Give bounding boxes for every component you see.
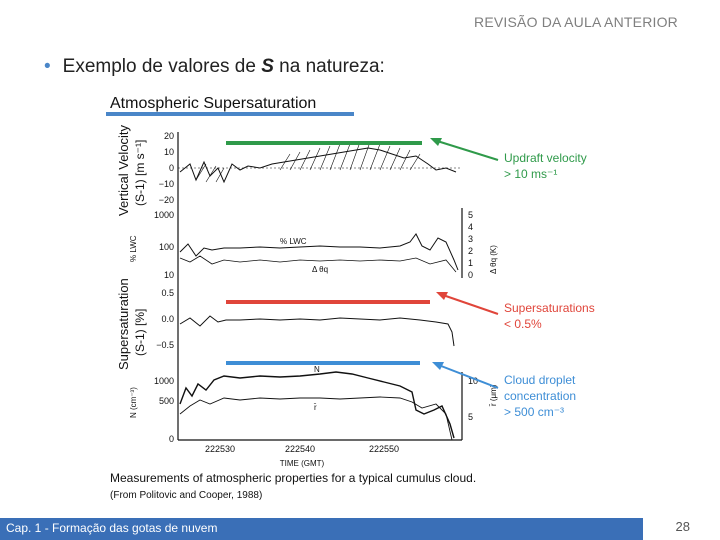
panel4-ylabel-left: N (cm⁻³) — [129, 387, 138, 418]
panel4-n-label: N — [314, 365, 320, 374]
panel1-tick: 10 — [164, 147, 174, 157]
panel2-dtheta-trace — [179, 255, 457, 273]
panel2-ticks-left: 1000 100 10 — [154, 210, 174, 280]
annotation-updraft: Updraft velocity > 10 ms⁻¹ — [430, 138, 587, 181]
panel3-ticks: 0.5 0.0 −0.5 — [156, 288, 174, 350]
panel4-tick-right: 10 — [468, 376, 478, 386]
droplet-arrowhead-icon — [432, 362, 444, 370]
slide-header: REVISÃO DA AULA ANTERIOR — [474, 14, 678, 30]
updraft-text-1: Updraft velocity — [504, 151, 587, 165]
bullet-prefix: Exemplo de valores de — [62, 56, 262, 77]
supersat-arrow — [439, 293, 499, 315]
panel1-tick: 0 — [169, 163, 174, 173]
updraft-text-2: > 10 ms⁻¹ — [504, 167, 557, 181]
x-tick: 222540 — [285, 444, 315, 454]
panel2-dtheta-label: Δ θq — [312, 265, 328, 274]
panel2-lwc-trace — [179, 233, 459, 271]
panel2-ticks-right: 5 4 3 2 1 0 — [468, 210, 473, 280]
page-number: 28 — [675, 519, 690, 534]
annotation-supersaturation: Supersaturations < 0.5% — [436, 292, 595, 331]
panel1-ylabel-b: (S-1) [m s⁻¹] — [133, 140, 147, 206]
panel2-tick-right: 4 — [468, 222, 473, 232]
panel3-supersat-trace — [179, 315, 455, 347]
panel1-tick: −10 — [159, 179, 174, 189]
panel2-ylabel-left: % LWC — [129, 235, 138, 262]
panel2-tick-right: 5 — [468, 210, 473, 220]
panel1-tick: −20 — [159, 195, 174, 205]
panel2-tick: 100 — [159, 242, 174, 252]
panel2-lwc-label: % LWC — [280, 237, 307, 246]
annotation-droplet: Cloud droplet concentration > 500 cm⁻³ — [432, 362, 576, 419]
panel3-tick: 0.5 — [161, 288, 174, 298]
panel2-tick-right: 3 — [468, 234, 473, 244]
panel2-tick-right: 2 — [468, 246, 473, 256]
panel4-r-trace — [179, 396, 453, 441]
x-tick: 222550 — [369, 444, 399, 454]
panel2-ylabel-right: Δ θq (K) — [489, 245, 498, 274]
panel2-tick-right: 1 — [468, 258, 473, 268]
panel4-n-trace — [179, 371, 455, 439]
droplet-arrow — [435, 363, 499, 389]
x-axis-label: TIME (GMT) — [280, 459, 325, 468]
bullet-suffix: na natureza: — [273, 56, 385, 77]
panel4-tick: 0 — [169, 434, 174, 444]
panel2-tick: 10 — [164, 270, 174, 280]
panel4-ticks-left: 1000 500 0 — [154, 376, 174, 444]
panel4-r-label: r̄ — [313, 403, 317, 412]
panel4-ticks-right: 10 5 — [468, 376, 478, 422]
panel4-ylabel-right: r̄ (μm) — [489, 384, 498, 407]
panel2-tick-right: 0 — [468, 270, 473, 280]
droplet-text-2: concentration — [504, 389, 576, 403]
droplet-text-1: Cloud droplet — [504, 373, 576, 387]
panel1-ticks: 20 10 0 −10 −20 — [159, 131, 174, 205]
panel4-tick: 1000 — [154, 376, 174, 386]
panel2-tick: 1000 — [154, 210, 174, 220]
figure-source: (From Politovic and Cooper, 1988) — [110, 490, 262, 501]
panel3-ylabel-a: Supersaturation — [116, 278, 131, 370]
bullet-bold-s: S — [261, 56, 274, 77]
panel1-tick: 20 — [164, 131, 174, 141]
updraft-arrow — [433, 139, 499, 161]
droplet-text-3: > 500 cm⁻³ — [504, 405, 564, 419]
footer-bar: Cap. 1 - Formação das gotas de nuvem — [0, 518, 643, 540]
panel1-velocity-trace — [179, 147, 457, 184]
footer-text: Cap. 1 - Formação das gotas de nuvem — [6, 521, 218, 535]
x-ticks: 222530 222540 222550 — [205, 444, 399, 454]
figure-caption: Measurements of atmospheric properties f… — [110, 471, 476, 485]
supersat-text-1: Supersaturations — [504, 301, 595, 315]
updraft-arrowhead-icon — [430, 138, 442, 146]
panel1-ylabel-a: Vertical Velocity — [116, 124, 131, 216]
figure-title-underline — [106, 112, 354, 116]
atmospheric-supersaturation-figure: Atmospheric Supersaturation Vertical Vel… — [106, 95, 595, 501]
bullet-dot-icon: • — [44, 56, 51, 77]
supersat-text-2: < 0.5% — [504, 317, 542, 331]
supersat-arrowhead-icon — [436, 292, 448, 300]
x-tick: 222530 — [205, 444, 235, 454]
panel3-tick: 0.0 — [161, 314, 174, 324]
panel3-ylabel-b: (S-1) [%] — [133, 309, 147, 356]
figure-title: Atmospheric Supersaturation — [110, 95, 316, 112]
panel3-tick: −0.5 — [156, 340, 174, 350]
panel1-hatching — [195, 141, 421, 183]
panel4-tick-right: 5 — [468, 412, 473, 422]
bullet-text: • Exemplo de valores de S na natureza: — [44, 56, 385, 78]
panel4-tick: 500 — [159, 396, 174, 406]
